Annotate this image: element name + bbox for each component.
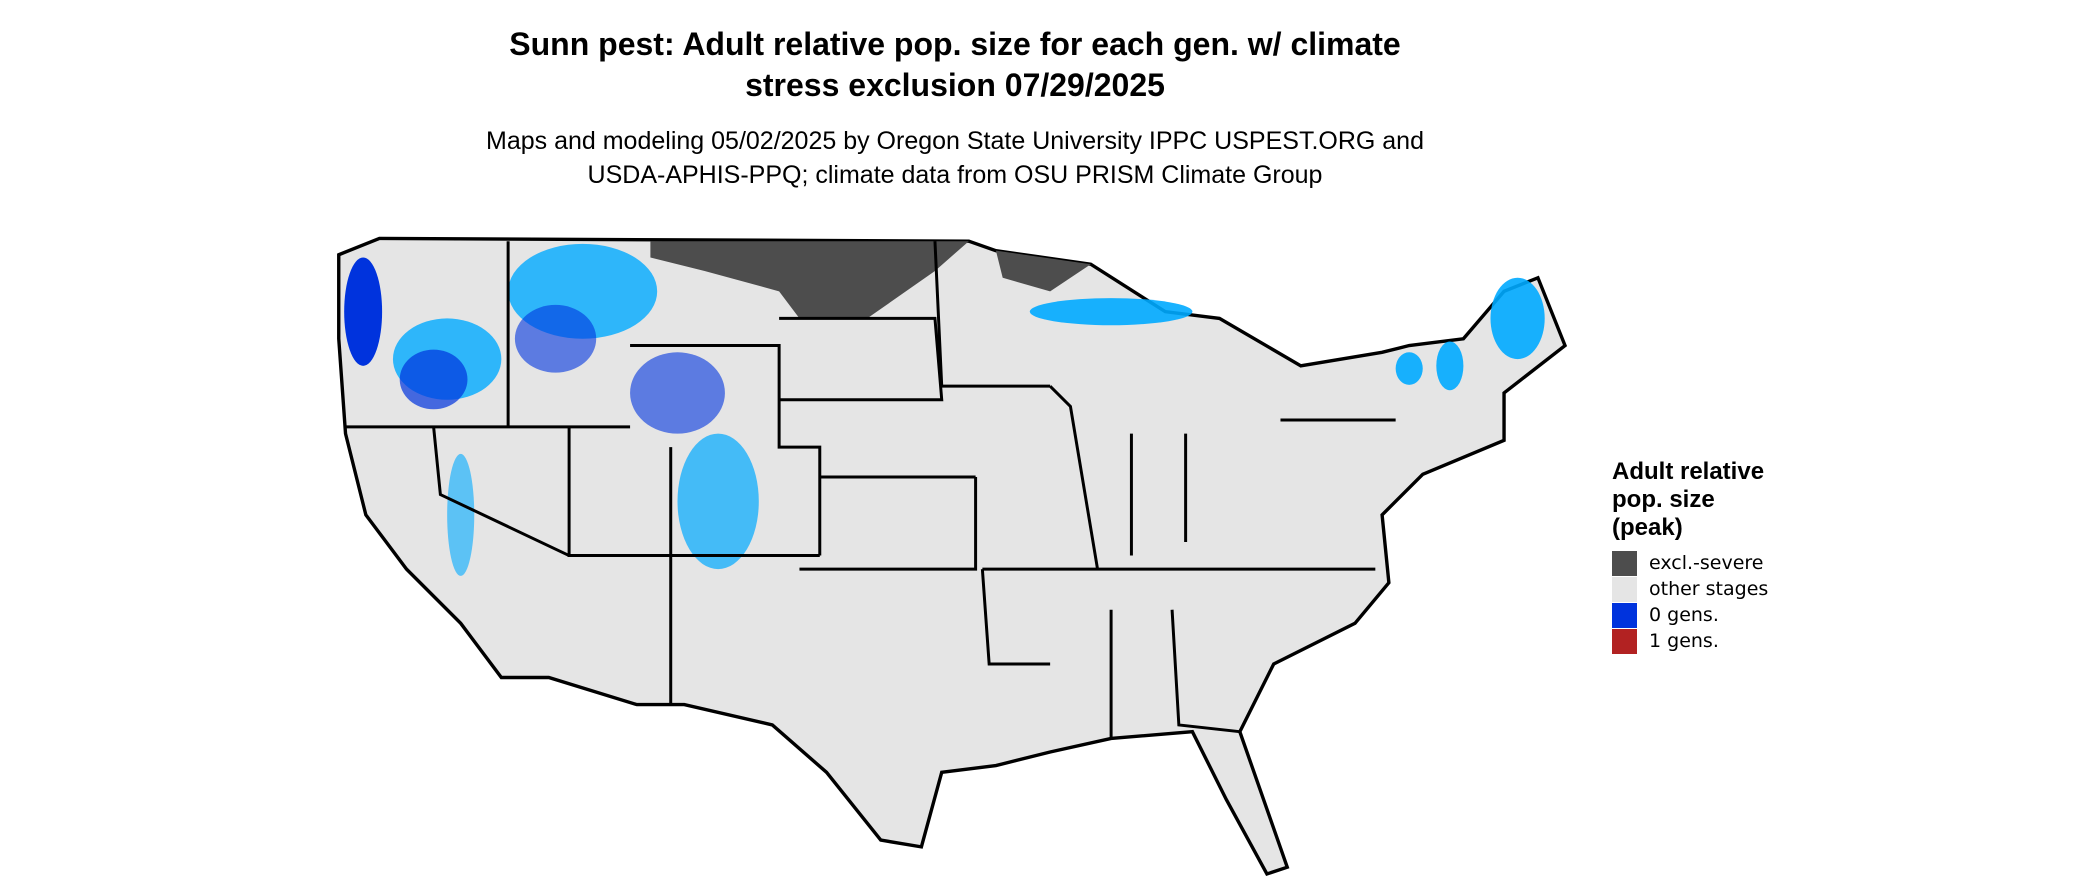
- legend-item: other stages: [1612, 576, 1768, 602]
- title-line: stress exclusion 07/29/2025: [745, 67, 1165, 103]
- legend: Adult relative pop. size (peak) excl.-se…: [1612, 458, 1768, 654]
- subtitle-line: Maps and modeling 05/02/2025 by Oregon S…: [486, 127, 1424, 155]
- legend-label: excl.-severe: [1649, 552, 1764, 574]
- us-map: [337, 236, 1568, 877]
- subtitle: Maps and modeling 05/02/2025 by Oregon S…: [0, 124, 1910, 192]
- gen-area: [1029, 298, 1193, 326]
- state-border: [345, 241, 1396, 739]
- gen-area: [344, 257, 383, 366]
- legend-title-line: (peak): [1612, 514, 1683, 541]
- gen-area: [1436, 341, 1464, 391]
- excluded-area: [995, 250, 1091, 292]
- title: Sunn pest: Adult relative pop. size for …: [0, 24, 1910, 106]
- legend-label: other stages: [1649, 578, 1769, 600]
- gen-area: [630, 352, 725, 434]
- legend-label: 0 gens.: [1649, 604, 1719, 626]
- legend-label: 1 gens.: [1649, 630, 1719, 652]
- excluded-area: [650, 241, 969, 319]
- gen-areas: [344, 243, 1545, 576]
- state-borders: [345, 241, 1396, 739]
- excluded-areas: [650, 241, 1091, 319]
- map: [337, 236, 1568, 877]
- gen-area: [677, 433, 759, 570]
- gen-area: [447, 453, 475, 576]
- legend-title-line: pop. size: [1612, 486, 1715, 513]
- gen-area: [1395, 352, 1423, 385]
- legend-item: 0 gens.: [1612, 602, 1768, 628]
- legend-title: Adult relative pop. size (peak): [1612, 458, 1768, 542]
- gen-area: [399, 349, 468, 410]
- legend-title-line: Adult relative: [1612, 458, 1765, 485]
- legend-swatch: [1612, 628, 1637, 654]
- legend-swatch: [1612, 550, 1637, 576]
- legend-swatch: [1612, 602, 1637, 628]
- gen-area: [514, 304, 597, 373]
- subtitle-line: USDA-APHIS-PPQ; climate data from OSU PR…: [587, 161, 1323, 189]
- legend-item: excl.-severe: [1612, 550, 1768, 576]
- legend-item: 1 gens.: [1612, 628, 1768, 654]
- gen-area: [1490, 277, 1545, 360]
- title-line: Sunn pest: Adult relative pop. size for …: [509, 26, 1401, 62]
- legend-swatch: [1612, 576, 1637, 602]
- legend-items: excl.-severe other stages 0 gens. 1 gens.: [1612, 550, 1768, 654]
